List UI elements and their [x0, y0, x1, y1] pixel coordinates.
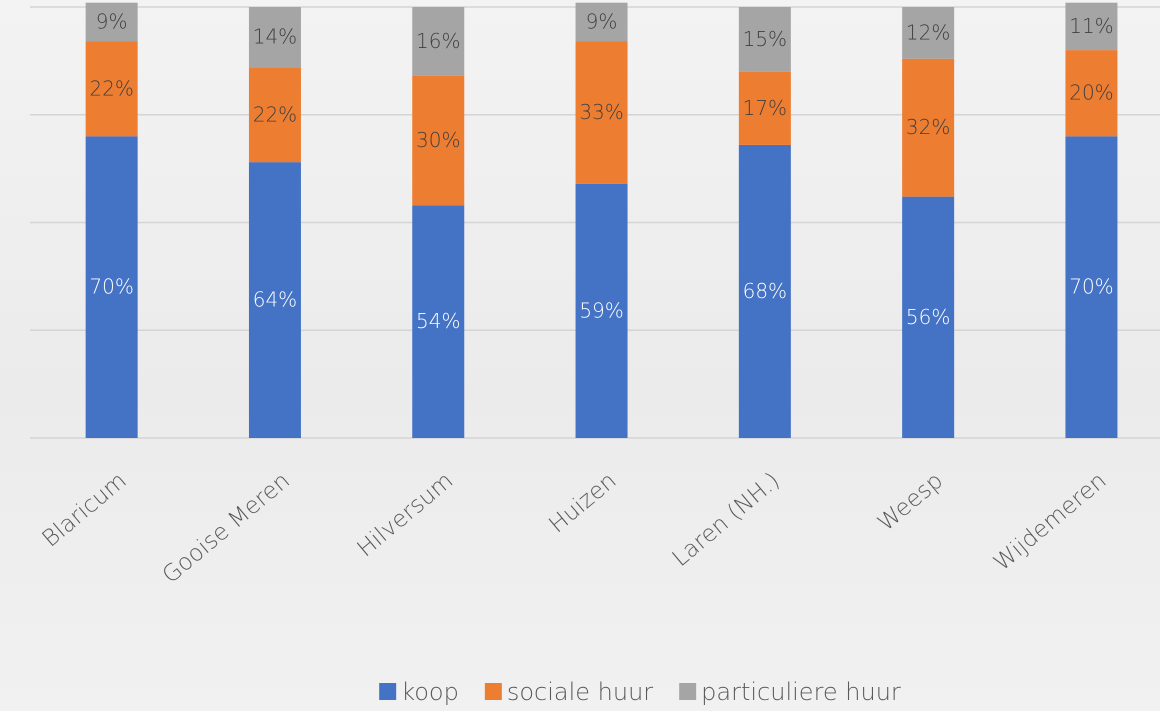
x-tick-label: Blaricum [38, 468, 132, 553]
data-label: 9% [96, 10, 128, 34]
bar-segment [575, 41, 628, 184]
bar-segment [902, 7, 955, 59]
legend-item: particuliere huur [679, 678, 901, 706]
bar-segment [738, 144, 791, 439]
data-label: 56% [906, 305, 950, 329]
bar-segment [738, 7, 791, 72]
x-tick-label: Laren (NH.) [668, 468, 785, 572]
data-label: 59% [579, 298, 623, 322]
legend-item: koop [379, 678, 459, 706]
data-label: 16% [416, 29, 460, 53]
x-tick-label: Wijdemeren [989, 468, 1111, 577]
bar-segment [85, 2, 138, 42]
bar-segment [412, 7, 465, 76]
data-label: 20% [1069, 81, 1113, 105]
bar-segment [738, 71, 791, 145]
x-tick-label: Hilversum [353, 468, 459, 563]
legend-swatch [379, 683, 397, 700]
data-label: 32% [906, 115, 950, 139]
data-label: 33% [579, 100, 623, 124]
bar-segment [902, 58, 955, 197]
bar-segment [248, 7, 301, 68]
x-tick-label: Gooise Meren [158, 468, 295, 589]
data-label: 12% [906, 20, 950, 44]
bar-segment [1065, 50, 1118, 137]
legend-item: sociale huur [484, 678, 653, 706]
data-label: 9% [586, 10, 618, 34]
legend-swatch [679, 683, 697, 700]
legend-label: particuliere huur [701, 678, 901, 706]
data-label: 70% [89, 275, 133, 299]
bar-segment [575, 2, 628, 42]
data-label: 11% [1069, 14, 1113, 38]
data-label: 54% [416, 309, 460, 333]
data-label: 22% [89, 76, 133, 100]
data-label: 68% [743, 279, 787, 303]
bar-segment [1065, 2, 1118, 51]
bar-segment [85, 41, 138, 137]
data-label: 15% [743, 27, 787, 51]
legend-swatch [484, 683, 502, 700]
legend: koop sociale huur particuliere huur [379, 678, 901, 706]
data-label: 17% [743, 96, 787, 120]
data-label: 70% [1069, 275, 1113, 299]
x-tick-label: Huizen [544, 468, 621, 539]
legend-label: koop [401, 678, 459, 706]
bar-segment [248, 67, 301, 163]
bar-segment [1065, 136, 1118, 439]
data-label: 64% [253, 288, 297, 312]
bar-segment [412, 205, 465, 438]
data-label: 22% [253, 102, 297, 126]
bar-segment [412, 75, 465, 206]
bar-segment [248, 162, 301, 438]
legend-label: sociale huur [507, 678, 653, 706]
bar-segment [85, 136, 138, 439]
x-tick-label: Weesp [873, 468, 948, 537]
data-label: 14% [253, 25, 297, 49]
bar-segment [575, 183, 628, 438]
bar-segment [902, 196, 955, 438]
data-label: 30% [416, 128, 460, 152]
